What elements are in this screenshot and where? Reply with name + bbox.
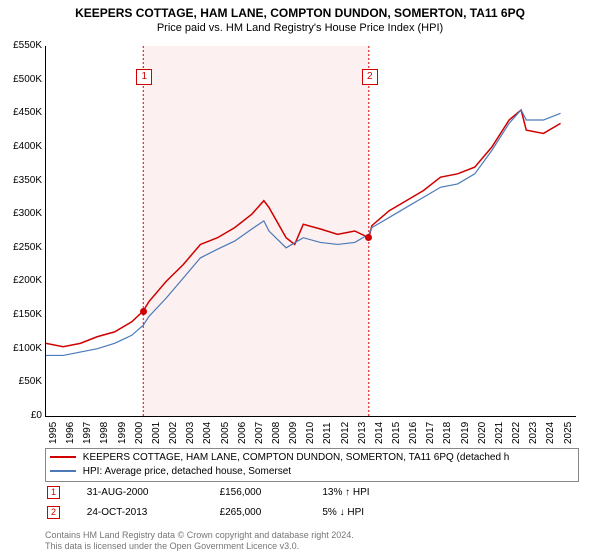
x-tick-label: 2013 — [357, 422, 368, 444]
x-tick-label: 2019 — [460, 422, 471, 444]
x-tick-label: 2006 — [237, 422, 248, 444]
x-tick-label: 2007 — [254, 422, 265, 444]
transaction-row: 2 24-OCT-2013 £265,000 5% ↓ HPI — [45, 506, 575, 519]
y-tick-label: £50K — [2, 376, 42, 387]
y-tick-label: £100K — [2, 343, 42, 354]
x-tick-label: 2008 — [271, 422, 282, 444]
x-tick-label: 2022 — [511, 422, 522, 444]
x-tick-label: 2018 — [442, 422, 453, 444]
transaction-date: 31-AUG-2000 — [87, 487, 217, 498]
y-tick-label: £400K — [2, 141, 42, 152]
y-tick-label: £0 — [2, 410, 42, 421]
x-tick-label: 2016 — [408, 422, 419, 444]
x-tick-label: 2017 — [425, 422, 436, 444]
x-tick-label: 2023 — [528, 422, 539, 444]
x-tick-label: 2000 — [134, 422, 145, 444]
x-tick-label: 1999 — [117, 422, 128, 444]
x-tick-label: 1998 — [99, 422, 110, 444]
transaction-delta: 5% ↓ HPI — [322, 507, 364, 518]
y-tick-label: £350K — [2, 175, 42, 186]
transaction-price: £265,000 — [220, 507, 320, 518]
y-tick-label: £150K — [2, 309, 42, 320]
x-tick-label: 2012 — [340, 422, 351, 444]
transaction-marker: 2 — [47, 506, 60, 519]
x-tick-label: 2021 — [494, 422, 505, 444]
x-tick-label: 2003 — [185, 422, 196, 444]
legend: KEEPERS COTTAGE, HAM LANE, COMPTON DUNDO… — [45, 448, 579, 482]
y-tick-label: £500K — [2, 74, 42, 85]
footer-line: Contains HM Land Registry data © Crown c… — [45, 530, 354, 541]
x-tick-label: 2014 — [374, 422, 385, 444]
legend-label: KEEPERS COTTAGE, HAM LANE, COMPTON DUNDO… — [83, 452, 510, 463]
chart-subtitle: Price paid vs. HM Land Registry's House … — [0, 20, 600, 34]
chart-plot-area: 12 — [45, 46, 576, 417]
legend-swatch — [50, 456, 76, 458]
x-tick-label: 2002 — [168, 422, 179, 444]
transaction-marker: 1 — [47, 486, 60, 499]
y-tick-label: £450K — [2, 107, 42, 118]
x-tick-label: 2025 — [563, 422, 574, 444]
transaction-delta: 13% ↑ HPI — [322, 487, 369, 498]
x-tick-label: 1997 — [82, 422, 93, 444]
x-tick-label: 2001 — [151, 422, 162, 444]
y-tick-label: £550K — [2, 40, 42, 51]
chart-svg — [46, 46, 576, 416]
x-tick-label: 2010 — [305, 422, 316, 444]
legend-label: HPI: Average price, detached house, Some… — [83, 466, 291, 477]
footer-line: This data is licensed under the Open Gov… — [45, 541, 354, 552]
chart-data-point — [140, 308, 147, 315]
legend-swatch — [50, 470, 76, 472]
legend-item: HPI: Average price, detached house, Some… — [50, 465, 578, 479]
x-tick-label: 2004 — [202, 422, 213, 444]
x-tick-label: 2020 — [477, 422, 488, 444]
transaction-date: 24-OCT-2013 — [87, 507, 217, 518]
x-tick-label: 2011 — [322, 422, 333, 444]
transaction-price: £156,000 — [220, 487, 320, 498]
footer-attribution: Contains HM Land Registry data © Crown c… — [45, 530, 354, 552]
y-tick-label: £300K — [2, 208, 42, 219]
legend-item: KEEPERS COTTAGE, HAM LANE, COMPTON DUNDO… — [50, 451, 578, 465]
chart-marker: 2 — [362, 69, 378, 85]
x-tick-label: 2005 — [220, 422, 231, 444]
chart-marker: 1 — [136, 69, 152, 85]
chart-container: KEEPERS COTTAGE, HAM LANE, COMPTON DUNDO… — [0, 0, 600, 560]
x-tick-label: 2009 — [288, 422, 299, 444]
x-tick-label: 2024 — [545, 422, 556, 444]
chart-title: KEEPERS COTTAGE, HAM LANE, COMPTON DUNDO… — [0, 0, 600, 20]
x-tick-label: 2015 — [391, 422, 402, 444]
transaction-row: 1 31-AUG-2000 £156,000 13% ↑ HPI — [45, 486, 575, 499]
y-tick-label: £200K — [2, 275, 42, 286]
x-tick-label: 1996 — [65, 422, 76, 444]
x-tick-label: 1995 — [48, 422, 59, 444]
y-tick-label: £250K — [2, 242, 42, 253]
